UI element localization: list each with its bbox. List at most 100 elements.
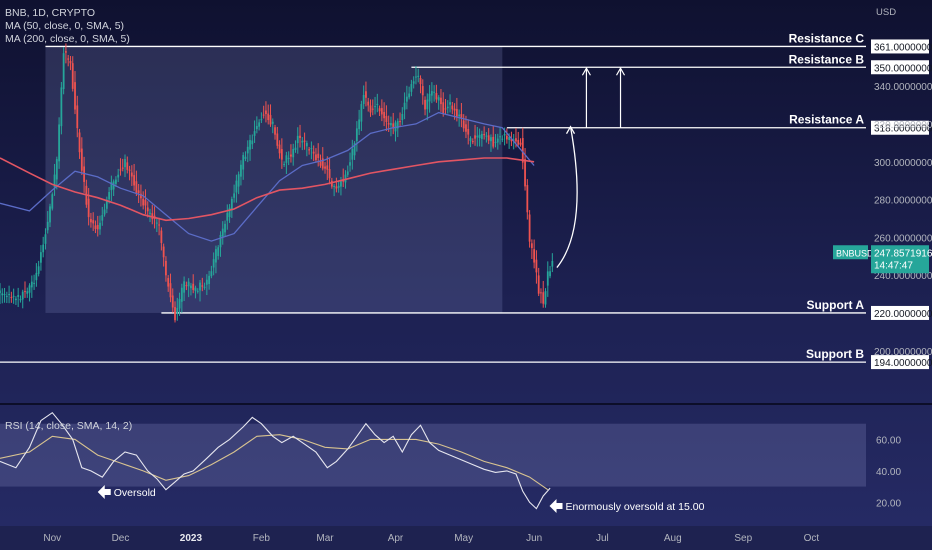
ma200-legend: MA (200, close, 0, SMA, 5) [5,33,130,45]
resistance-b-price-text: 350.00000000 [874,63,932,74]
candle-body [537,275,540,294]
candle-body [526,185,529,213]
candle-body [37,266,40,274]
candle-body [228,207,231,218]
last-price-label: 247.85719167 [874,248,932,259]
candle-body [551,260,554,267]
candle-body [185,285,188,287]
candle-body [12,295,15,297]
candle-body [78,132,81,153]
candle-body [390,123,392,126]
candle-body [485,135,488,137]
candle-body [290,154,292,157]
time-tick-label: Mar [316,533,334,544]
candle-body [244,156,247,159]
candle-body [528,214,531,242]
support-a-price-text: 220.00000000 [874,309,932,320]
candle-body [155,222,158,224]
candle-body [242,155,245,170]
candle-body [492,136,495,147]
support-a-label: Support A [806,298,864,312]
candle-body [224,223,226,233]
candle-body [476,135,479,138]
candle-body [121,167,124,169]
candle-body [51,194,54,209]
candle-body [417,75,420,77]
candle-body [255,125,258,130]
candle-body [440,97,442,105]
candle-body [33,282,35,284]
candle-body [374,106,376,108]
candle-body [208,275,211,285]
candle-body [355,128,358,142]
candle-body [428,93,431,102]
candle-body [337,185,340,188]
candle-body [305,143,308,147]
candle-body [117,174,120,178]
candle-body [171,295,174,308]
candle-body [458,114,461,117]
candle-body [10,297,13,299]
candle-body [478,134,481,138]
support-b-price-text: 194.00000000 [874,358,932,369]
ticker-label: BNBUSD [836,248,874,258]
candle-body [21,291,24,300]
candle-body [294,147,297,150]
candle-body [465,124,467,132]
candle-body [76,105,79,129]
target-arrowhead [615,67,626,76]
candle-body [469,138,472,141]
time-tick-label: 2023 [180,533,203,544]
candle-body [28,285,31,293]
candle-body [262,114,265,116]
rsi-tick-label: 40.00 [876,467,901,478]
candle-body [190,285,192,289]
candle-body [460,114,463,119]
candle-body [199,282,201,291]
candle-body [467,129,470,135]
candle-body [396,121,399,129]
candle-body [62,53,65,90]
candle-body [333,186,336,188]
candle-body [315,154,317,161]
candle-body [46,221,49,231]
candle-body [344,174,347,183]
candle-body [519,142,522,145]
candle-body [303,140,306,142]
candle-body [221,228,224,237]
candle-body [94,225,97,229]
candle-body [324,166,326,169]
candle-body [196,290,199,292]
candle-body [494,141,497,143]
candle-body [90,218,92,223]
rsi-band [0,423,866,487]
support-a-price-tag [871,305,929,320]
time-tick-label: Jul [596,533,609,544]
rsi-tick-label: 20.00 [876,498,901,509]
countdown-label: 14:47:47 [874,260,913,271]
candle-body [474,135,476,139]
candle-body [167,278,170,287]
candle-body [246,146,249,154]
candle-body [137,190,140,194]
candle-body [258,122,261,127]
candle-body [287,157,290,159]
candle-body [265,110,267,115]
resistance-a-label: Resistance A [789,113,864,127]
candle-body [449,102,451,105]
candle-body [512,139,515,141]
candle-body [367,101,370,106]
time-tick-label: Feb [253,533,271,544]
candle-body [542,292,545,304]
resistance-c-price-tag [871,39,929,54]
candle-body [103,209,106,215]
oversold-arrow [97,485,111,499]
candle-body [387,123,390,125]
projection-curve [556,126,578,268]
candle-body [35,272,38,281]
candle-body [403,102,406,110]
candle-body [253,131,256,136]
candle-body [503,133,506,136]
